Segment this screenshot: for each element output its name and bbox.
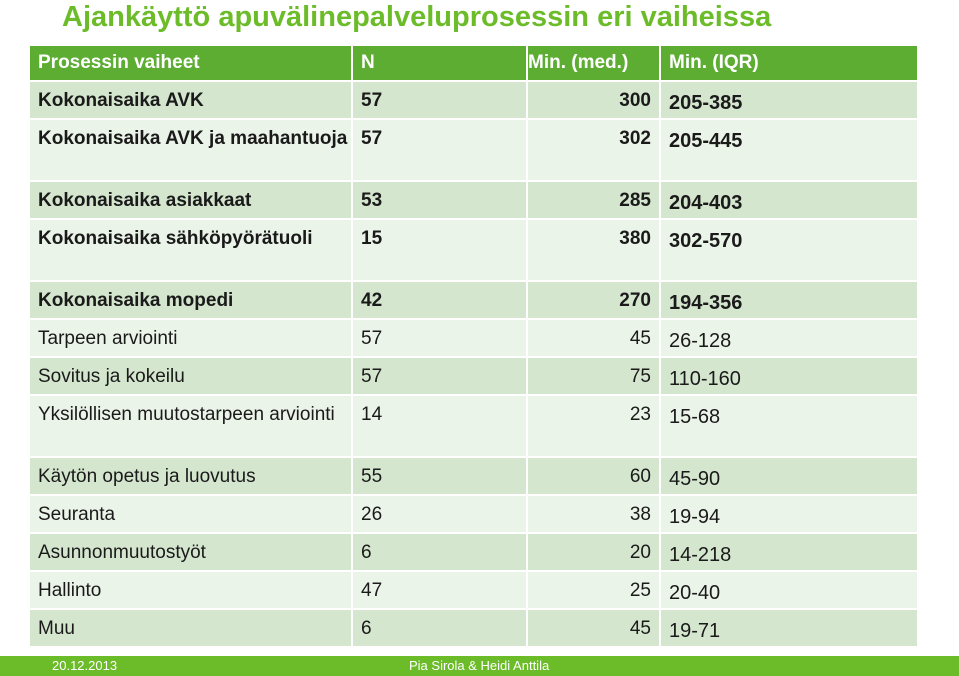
cell-n: 6 xyxy=(351,608,528,648)
cell-iqr: 20-40 xyxy=(659,570,919,610)
table-header-row: Prosessin vaiheet N Min. (med.) Min. (IQ… xyxy=(28,44,919,82)
table-row: Muu 6 45 19-71 xyxy=(28,608,919,648)
table-row: Kokonaisaika mopedi 42 270 194-356 xyxy=(28,280,919,320)
cell-phase: Käytön opetus ja luovutus xyxy=(28,456,353,496)
cell-n: 14 xyxy=(351,394,528,458)
column-header-iqr: Min. (IQR) xyxy=(659,44,919,82)
table-row: Yksilöllisen muutostarpeen arviointi 14 23… xyxy=(28,394,919,458)
cell-phase: Yksilöllisen muutostarpeen arviointi xyxy=(28,394,353,458)
cell-iqr: 205-445 xyxy=(659,118,919,182)
cell-iqr: 110-160 xyxy=(659,356,919,396)
column-header-phase: Prosessin vaiheet xyxy=(28,44,353,82)
cell-n: 26 xyxy=(351,494,528,534)
cell-median: 380 xyxy=(526,218,661,282)
process-time-table: Prosessin vaiheet N Min. (med.) Min. (IQ… xyxy=(28,44,919,648)
footer-bar: 20.12.2013 Pia Sirola & Heidi Anttila xyxy=(0,656,959,676)
table-row: Asunnonmuutostyöt 6 20 14-218 xyxy=(28,532,919,572)
cell-median: 302 xyxy=(526,118,661,182)
table-row: Tarpeen arviointi 57 45 26-128 xyxy=(28,318,919,358)
cell-phase: Sovitus ja kokeilu xyxy=(28,356,353,396)
column-header-n: N xyxy=(351,44,528,82)
cell-median: 20 xyxy=(526,532,661,572)
table-row: Seuranta 26 38 19-94 xyxy=(28,494,919,534)
cell-iqr: 205-385 xyxy=(659,80,919,120)
cell-phase: Kokonaisaika AVK ja maahantuoja xyxy=(28,118,353,182)
cell-n: 47 xyxy=(351,570,528,610)
cell-iqr: 45-90 xyxy=(659,456,919,496)
cell-n: 55 xyxy=(351,456,528,496)
table-row: Kokonaisaika sähköpyörätuoli 15 380 302-570 xyxy=(28,218,919,282)
cell-phase: Hallinto xyxy=(28,570,353,610)
cell-n: 57 xyxy=(351,118,528,182)
page-title: Ajankäyttö apuvälinepalveluprosessin eri… xyxy=(62,1,772,33)
cell-median: 45 xyxy=(526,608,661,648)
cell-median: 300 xyxy=(526,80,661,120)
cell-n: 57 xyxy=(351,318,528,358)
cell-median: 60 xyxy=(526,456,661,496)
cell-median: 25 xyxy=(526,570,661,610)
cell-phase: Muu xyxy=(28,608,353,648)
cell-iqr: 14-218 xyxy=(659,532,919,572)
table-row: Kokonaisaika AVK ja maahantuoja 57 302 205-… xyxy=(28,118,919,182)
cell-phase: Kokonaisaika asiakkaat xyxy=(28,180,353,220)
table-row: Kokonaisaika AVK 57 300 205-385 xyxy=(28,80,919,120)
footer-authors: Pia Sirola & Heidi Anttila xyxy=(409,658,550,673)
cell-iqr: 19-94 xyxy=(659,494,919,534)
cell-n: 42 xyxy=(351,280,528,320)
cell-median: 23 xyxy=(526,394,661,458)
table-row: Sovitus ja kokeilu 57 75 110-160 xyxy=(28,356,919,396)
cell-n: 15 xyxy=(351,218,528,282)
cell-iqr: 15-68 xyxy=(659,394,919,458)
cell-median: 38 xyxy=(526,494,661,534)
cell-iqr: 204-403 xyxy=(659,180,919,220)
cell-median: 45 xyxy=(526,318,661,358)
cell-median: 285 xyxy=(526,180,661,220)
cell-n: 57 xyxy=(351,356,528,396)
cell-median: 270 xyxy=(526,280,661,320)
table-row: Kokonaisaika asiakkaat 53 285 204-403 xyxy=(28,180,919,220)
cell-phase: Seuranta xyxy=(28,494,353,534)
cell-n: 57 xyxy=(351,80,528,120)
cell-median: 75 xyxy=(526,356,661,396)
cell-phase: Kokonaisaika AVK xyxy=(28,80,353,120)
table-row: Hallinto 47 25 20-40 xyxy=(28,570,919,610)
cell-n: 53 xyxy=(351,180,528,220)
cell-phase: Asunnonmuutostyöt xyxy=(28,532,353,572)
cell-phase: Kokonaisaika sähköpyörätuoli xyxy=(28,218,353,282)
cell-phase: Kokonaisaika mopedi xyxy=(28,280,353,320)
column-header-median: Min. (med.) xyxy=(526,44,661,82)
cell-iqr: 302-570 xyxy=(659,218,919,282)
cell-iqr: 19-71 xyxy=(659,608,919,648)
footer-date: 20.12.2013 xyxy=(52,658,118,673)
table-body: Kokonaisaika AVK 57 300 205-385 Kokonaisaika… xyxy=(28,80,919,648)
cell-iqr: 26-128 xyxy=(659,318,919,358)
cell-iqr: 194-356 xyxy=(659,280,919,320)
cell-n: 6 xyxy=(351,532,528,572)
table-row: Käytön opetus ja luovutus 55 60 45-90 xyxy=(28,456,919,496)
cell-phase: Tarpeen arviointi xyxy=(28,318,353,358)
